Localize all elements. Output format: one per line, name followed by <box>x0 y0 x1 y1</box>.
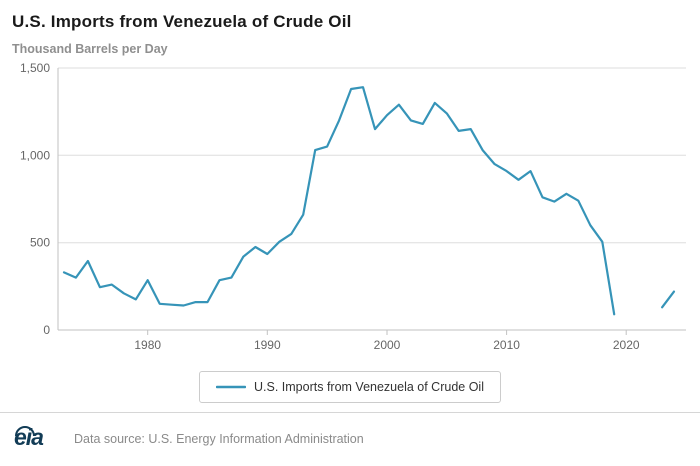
svg-text:1980: 1980 <box>134 338 161 352</box>
svg-text:500: 500 <box>30 236 50 250</box>
svg-text:2020: 2020 <box>613 338 640 352</box>
page-footer: eia Data source: U.S. Energy Information… <box>0 412 700 466</box>
chart-header: U.S. Imports from Venezuela of Crude Oil… <box>0 0 700 58</box>
svg-text:1,500: 1,500 <box>20 61 50 75</box>
svg-text:1,000: 1,000 <box>20 148 50 162</box>
svg-text:1990: 1990 <box>254 338 281 352</box>
legend-row: U.S. Imports from Venezuela of Crude Oil <box>0 371 700 403</box>
svg-text:0: 0 <box>43 323 50 337</box>
svg-text:2010: 2010 <box>493 338 520 352</box>
page-title: U.S. Imports from Venezuela of Crude Oil <box>12 12 352 31</box>
chart-plot-svg: 0 500 1,000 1,500 1980 1990 2000 2010 2020 <box>20 61 686 352</box>
legend-item[interactable]: U.S. Imports from Venezuela of Crude Oil <box>199 371 501 403</box>
line-chart: 0 500 1,000 1,500 1980 1990 2000 2010 2020 <box>0 58 700 365</box>
legend-line-icon <box>216 385 247 389</box>
data-source-text: Data source: U.S. Energy Information Adm… <box>74 431 364 446</box>
eia-logo-icon: eia <box>14 424 45 450</box>
eia-logo[interactable]: eia <box>12 421 64 456</box>
chart-subtitle: Thousand Barrels per Day <box>12 42 168 56</box>
legend-label: U.S. Imports from Venezuela of Crude Oil <box>254 380 484 394</box>
svg-text:2000: 2000 <box>374 338 401 352</box>
svg-text:eia: eia <box>14 424 44 450</box>
